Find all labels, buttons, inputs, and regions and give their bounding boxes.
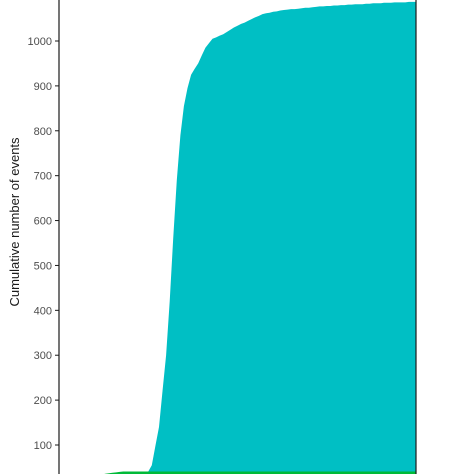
y-tick-label: 700 bbox=[34, 171, 52, 183]
y-axis-ticks: 100 200 300 400 500 600 700 800 900 1000 bbox=[28, 36, 59, 452]
y-tick-label: 300 bbox=[34, 350, 52, 362]
y-tick-label: 600 bbox=[34, 216, 52, 228]
y-tick-label: 900 bbox=[34, 81, 52, 93]
series-area-3 bbox=[104, 1, 416, 474]
y-tick-label: 400 bbox=[34, 305, 52, 317]
y-tick-label: 1000 bbox=[28, 36, 52, 48]
y-tick-label: 100 bbox=[34, 440, 52, 452]
y-axis-title: Cumulative number of events bbox=[7, 137, 22, 307]
series-area-2 bbox=[104, 471, 416, 474]
area-series-group bbox=[104, 1, 416, 474]
y-tick-label: 200 bbox=[34, 395, 52, 407]
y-tick-label: 800 bbox=[34, 126, 52, 138]
y-tick-label: 500 bbox=[34, 260, 52, 272]
